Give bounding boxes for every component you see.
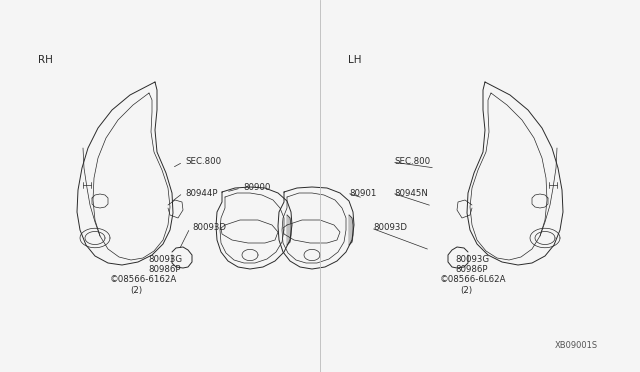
Polygon shape xyxy=(349,215,353,245)
Text: 80945N: 80945N xyxy=(394,189,428,198)
Text: (2): (2) xyxy=(130,285,142,295)
Text: 80093D: 80093D xyxy=(373,224,407,232)
Text: 80986P: 80986P xyxy=(148,266,180,275)
Text: ©08566-6L62A: ©08566-6L62A xyxy=(440,276,506,285)
Text: 80986P: 80986P xyxy=(455,266,488,275)
Text: SEC.800: SEC.800 xyxy=(394,157,430,167)
Text: XB09001S: XB09001S xyxy=(555,341,598,350)
Polygon shape xyxy=(287,215,291,245)
Text: (2): (2) xyxy=(460,285,472,295)
Text: 80944P: 80944P xyxy=(185,189,218,198)
Text: RH: RH xyxy=(38,55,53,65)
Text: ©08566-6162A: ©08566-6162A xyxy=(110,276,177,285)
Text: LH: LH xyxy=(348,55,362,65)
Text: 80093G: 80093G xyxy=(148,256,182,264)
Text: 80900: 80900 xyxy=(243,183,270,192)
Text: 80093G: 80093G xyxy=(455,256,489,264)
Text: 80901: 80901 xyxy=(349,189,376,198)
Text: SEC.800: SEC.800 xyxy=(185,157,221,167)
Text: 80093D: 80093D xyxy=(192,224,226,232)
